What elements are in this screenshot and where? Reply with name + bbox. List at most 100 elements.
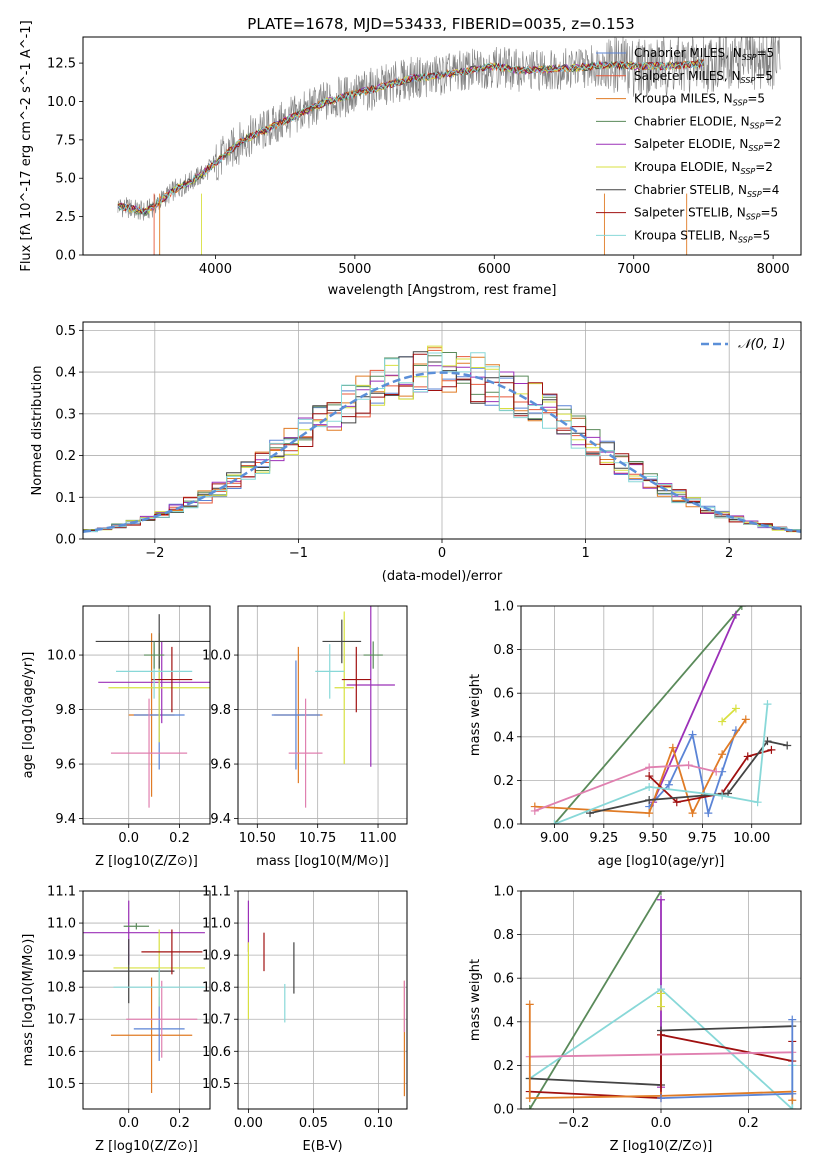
gaussian-curve [83, 371, 801, 533]
x-tick-label: 0.00 [234, 1116, 263, 1131]
series-chabrier_elodie [529, 891, 662, 1109]
x-tick-label: 9.25 [589, 831, 618, 846]
point-marker [525, 1000, 534, 1009]
axes-frame [520, 890, 802, 1110]
point-marker [741, 715, 750, 724]
hist-kroupa_stelib [83, 352, 801, 539]
series-pink [529, 1051, 793, 1058]
legend-label: 𝒩(0, 1) [738, 337, 785, 352]
point-marker [788, 1015, 797, 1024]
x-tick-label: −2 [145, 546, 164, 561]
point-marker [753, 798, 762, 807]
y-tick-label: 10.6 [47, 1045, 76, 1060]
y-tick-label: 7.5 [55, 133, 76, 148]
point-marker [668, 743, 677, 752]
axes-frame [520, 605, 802, 825]
x-tick-label: 7000 [617, 262, 650, 277]
point-marker [783, 741, 792, 750]
y-tick-label: 9.8 [210, 703, 231, 718]
legend-label: Salpeter ELODIE, NSSP=2 [634, 137, 781, 153]
y-tick-label: 10.8 [47, 981, 76, 996]
panel-mass_vs_ebv: 0.00 0.05 0.10 10.5 10.6 10.7 10.8 10.9 11.0 11.1… [202, 885, 408, 1154]
legend-label: Chabrier STELIB, NSSP=4 [634, 183, 779, 199]
point-marker [737, 606, 746, 610]
y-tick-label: 0.1 [55, 491, 76, 506]
point-marker [788, 1089, 797, 1098]
y-tick-label: 0.4 [493, 730, 514, 745]
point-marker [731, 610, 740, 619]
x-tick-label: 4000 [199, 262, 232, 277]
x-tick-label: 6000 [478, 262, 511, 277]
point-marker [657, 1030, 665, 1039]
y-tick-label: 12.5 [47, 57, 76, 72]
y-tick-label: 10.7 [47, 1013, 76, 1028]
y-tick-label: 9.8 [55, 703, 76, 718]
series-pink [534, 764, 717, 812]
panel-age_vs_mass: 10.50 10.75 11.00 9.4 9.6 9.8 10.0 mass [log10(… [202, 605, 408, 869]
x-axis-label: (data-model)/error [382, 569, 503, 584]
y-tick-label: 0.2 [493, 1059, 514, 1074]
y-tick-label: 10.5 [202, 1077, 231, 1092]
x-tick-label: 0.0 [118, 1116, 139, 1131]
x-tick-label: 0.2 [738, 1116, 759, 1131]
point-marker [645, 796, 654, 805]
y-tick-label: 0.6 [493, 687, 514, 702]
x-axis-label: mass [log10(M/M⊙)] [256, 854, 389, 869]
legend-label: Kroupa MILES, NSSP=5 [634, 92, 765, 108]
x-tick-label: 10.75 [299, 831, 336, 846]
y-tick-label: 11.0 [47, 917, 76, 932]
axes-frame [82, 321, 802, 540]
plot-area [83, 900, 205, 1093]
y-tick-label: 0.2 [493, 774, 514, 789]
y-tick-label: 0.4 [55, 366, 76, 381]
y-axis-label: mass [log10(M/M⊙)] [21, 934, 36, 1067]
panel-massweight_vs_age: 9.00 9.25 9.50 9.75 10.00 0.0 0.2 0.4 0.6 0.8 1.0 a… [468, 600, 802, 869]
plot-area [530, 606, 792, 824]
x-tick-label: 9.00 [540, 831, 569, 846]
plot-area [117, 37, 781, 255]
y-tick-label: 11.1 [47, 885, 76, 900]
point-marker [718, 791, 727, 800]
x-tick-label: −1 [289, 546, 308, 561]
legend-label: Chabrier MILES, NSSP=5 [634, 46, 774, 62]
y-tick-label: 10.9 [202, 949, 231, 964]
point-marker [684, 761, 693, 770]
point-marker [718, 750, 727, 759]
y-tick-label: 0.4 [493, 1015, 514, 1030]
model-kroupa_stelib [117, 59, 704, 215]
x-tick-label: 10.50 [239, 831, 276, 846]
y-tick-label: 2.5 [55, 210, 76, 225]
point-marker [664, 780, 673, 789]
y-tick-label: 9.6 [55, 758, 76, 773]
x-tick-label: 0.0 [118, 831, 139, 846]
point-marker [645, 772, 654, 781]
legend-label: Chabrier ELODIE, NSSP=2 [634, 114, 782, 130]
y-tick-label: 0.5 [55, 324, 76, 339]
point-marker [704, 809, 713, 818]
x-axis-label: Z [log10(Z/Z⊙)] [95, 854, 198, 869]
plot-layer: 4000 5000 6000 7000 80000.02.55.07.510.012.5… [19, 20, 802, 1154]
y-tick-label: 0.8 [493, 928, 514, 943]
x-tick-label: 0.10 [364, 1116, 393, 1131]
point-marker [672, 798, 681, 807]
x-tick-label: 0.2 [169, 831, 190, 846]
point-marker [763, 737, 772, 746]
y-tick-label: 11.1 [202, 885, 231, 900]
y-tick-label: 0.0 [55, 249, 76, 264]
x-axis-label: Z [log10(Z/Z⊙)] [610, 1139, 713, 1154]
y-tick-label: 10.8 [202, 981, 231, 996]
y-tick-label: 0.2 [55, 449, 76, 464]
plot-area [83, 345, 801, 539]
y-axis-label: Normed distribution [30, 366, 45, 496]
y-tick-label: 10.6 [202, 1045, 231, 1060]
x-tick-label: 9.75 [688, 831, 717, 846]
series-salpeter_elodie [652, 614, 737, 803]
point-marker [743, 752, 752, 761]
y-tick-label: 10.0 [47, 649, 76, 664]
legend-label: Salpeter MILES, NSSP=5 [634, 69, 773, 85]
panel-residuals: −2 −1 0 1 2 0.0 0.1 0.2 0.3 0.4 0.5 𝒩(0, 1) (data-mo… [30, 321, 802, 584]
point-marker [788, 1105, 797, 1109]
plot-area [95, 614, 210, 808]
x-axis-label: wavelength [Angstrom, rest frame] [328, 283, 557, 298]
y-tick-label: 10.7 [202, 1013, 231, 1028]
